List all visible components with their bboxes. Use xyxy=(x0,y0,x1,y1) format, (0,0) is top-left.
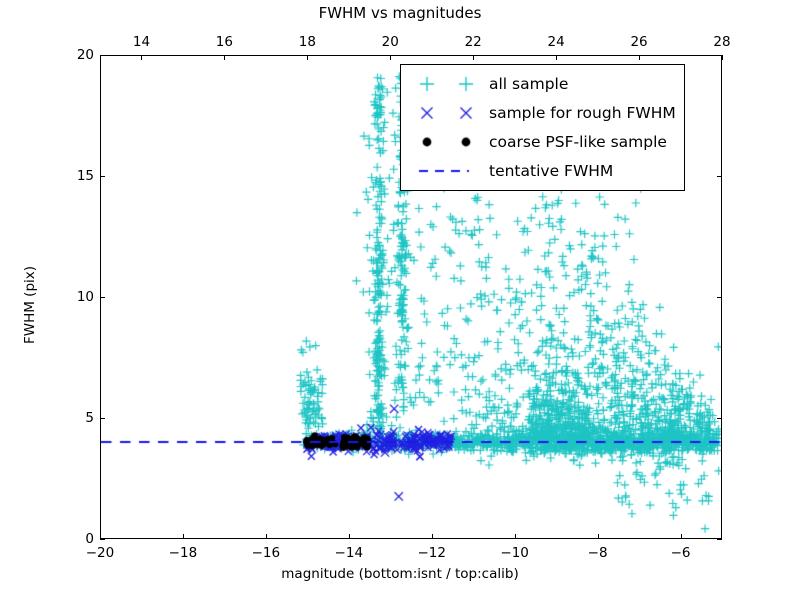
legend-item-0[interactable]: all sample xyxy=(407,69,676,98)
x-tick-label-top: 16 xyxy=(215,34,233,50)
x-tick-bottom xyxy=(182,534,184,539)
y-tick xyxy=(100,55,105,56)
legend-marker-x-icon xyxy=(407,102,485,123)
x-tick-label-bottom: −18 xyxy=(168,545,198,561)
x-tick-label-bottom: −6 xyxy=(670,545,691,561)
legend-label: all sample xyxy=(489,74,569,93)
y-tick-right xyxy=(717,55,722,56)
x-axis-title: magnitude (bottom:isnt / top:calib) xyxy=(281,566,519,582)
x-tick-bottom xyxy=(597,534,599,539)
x-tick-top xyxy=(722,55,723,60)
legend-marker-dashed-icon xyxy=(407,160,485,181)
x-tick-top xyxy=(390,55,392,60)
x-tick-top xyxy=(141,55,143,60)
y-tick-label: 0 xyxy=(85,531,94,547)
legend-marker-dot-icon xyxy=(407,131,485,152)
x-tick-top xyxy=(224,55,226,60)
x-tick-bottom xyxy=(100,534,101,539)
x-tick-label-top: 26 xyxy=(630,34,648,50)
x-tick-label-top: 22 xyxy=(464,34,482,50)
x-tick-bottom xyxy=(348,534,350,539)
y-axis-title: FWHM (pix) xyxy=(22,265,38,345)
x-tick-top xyxy=(473,55,475,60)
y-tick xyxy=(100,539,105,540)
chart-title: FWHM vs magnitudes xyxy=(318,4,482,22)
x-tick-label-bottom: −10 xyxy=(500,545,529,561)
legend-item-1[interactable]: sample for rough FWHM xyxy=(407,98,676,127)
legend-plus-icon xyxy=(455,73,476,94)
y-tick-label: 15 xyxy=(76,168,94,184)
legend-item-3[interactable]: tentative FWHM xyxy=(407,156,676,185)
x-tick-label-top: 18 xyxy=(298,34,316,50)
legend-item-2[interactable]: coarse PSF-like sample xyxy=(407,127,676,156)
x-tick-label-top: 14 xyxy=(132,34,151,50)
y-tick xyxy=(100,176,105,177)
x-tick-top xyxy=(556,55,558,60)
y-tick-right xyxy=(717,176,722,177)
legend-marker-plus-icon xyxy=(407,73,485,94)
legend-dot-icon xyxy=(416,131,437,152)
legend-label: tentative FWHM xyxy=(489,161,614,180)
x-tick-bottom xyxy=(431,534,433,539)
y-tick-right xyxy=(717,539,722,540)
y-tick-label: 5 xyxy=(85,410,94,426)
x-tick-label-bottom: −12 xyxy=(417,545,446,561)
legend-label: sample for rough FWHM xyxy=(489,103,676,122)
x-tick-label-top: 20 xyxy=(381,34,399,50)
x-tick-label-top: 28 xyxy=(713,34,731,50)
legend-x-icon xyxy=(455,102,476,123)
legend-box: all sample sample for rough FWHM coarse PS… xyxy=(400,64,685,191)
y-tick-right xyxy=(717,418,722,419)
y-tick-label: 20 xyxy=(76,47,94,63)
y-tick-label: 10 xyxy=(76,289,94,305)
x-tick-label-bottom: −8 xyxy=(587,545,608,561)
x-tick-label-bottom: −14 xyxy=(334,545,364,561)
legend-x-icon xyxy=(416,102,437,123)
x-tick-label-top: 24 xyxy=(547,34,565,50)
legend-label: coarse PSF-like sample xyxy=(489,132,667,151)
x-tick-top xyxy=(639,55,641,60)
x-tick-top xyxy=(307,55,309,60)
y-tick-right xyxy=(717,297,722,298)
x-tick-label-bottom: −16 xyxy=(251,545,281,561)
x-tick-label-bottom: −20 xyxy=(85,545,115,561)
y-tick xyxy=(100,418,105,419)
legend-dot-icon xyxy=(455,131,476,152)
x-tick-bottom xyxy=(265,534,267,539)
x-tick-bottom xyxy=(680,534,682,539)
y-tick xyxy=(100,297,105,298)
x-tick-bottom xyxy=(514,534,516,539)
legend-plus-icon xyxy=(416,73,437,94)
dashed-line-icon xyxy=(407,160,485,181)
